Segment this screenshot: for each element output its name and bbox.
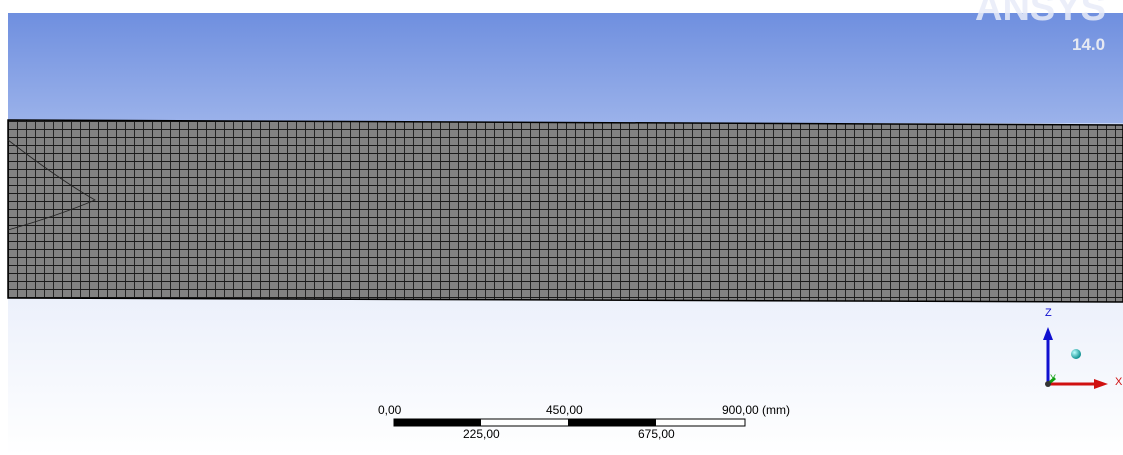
x-label: X — [1115, 376, 1123, 388]
y-label: Y — [1050, 373, 1056, 383]
iso-ball — [1071, 349, 1081, 359]
scale-segment — [568, 419, 656, 426]
logo-version: 14.0 — [1072, 35, 1105, 54]
scale-segment — [394, 419, 481, 426]
graphics-viewport: ANSYS 14.0 0,00 450,00 900,00 (mm) 225,0… — [0, 0, 1123, 455]
body: ANSYS 14.0 0,00 450,00 900,00 (mm) 225,0… — [0, 0, 1123, 455]
scale-label: 0,00 — [378, 403, 402, 417]
scale-label: 450,00 — [546, 403, 583, 417]
scale-label: 675,00 — [638, 427, 675, 441]
scale-label: 225,00 — [463, 427, 500, 441]
scale-label: 900,00 (mm) — [722, 403, 790, 417]
page: {"viewport": {"logo": {"brand": "ANSYS",… — [0, 0, 1123, 455]
logo-brand: ANSYS — [975, 0, 1106, 29]
z-label: Z — [1045, 307, 1052, 319]
mesh-body — [8, 120, 1123, 302]
background-upper — [8, 13, 1123, 123]
